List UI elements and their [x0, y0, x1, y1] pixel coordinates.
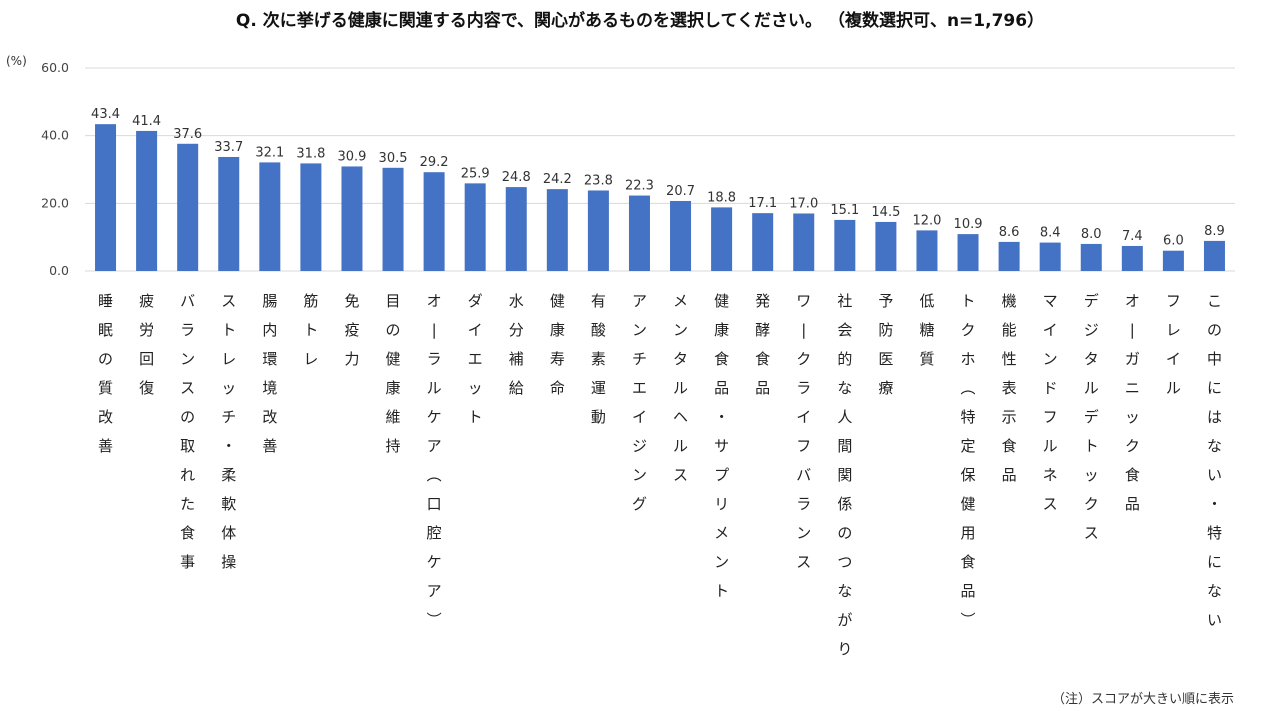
bar — [628, 195, 650, 271]
value-label: 29.2 — [420, 155, 449, 170]
value-label: 6.0 — [1163, 234, 1184, 249]
bar — [957, 234, 979, 271]
value-label: 8.0 — [1081, 227, 1102, 242]
bar — [259, 162, 281, 271]
y-tick-label: 60.0 — [41, 60, 69, 75]
bar — [136, 130, 158, 271]
value-label: 32.1 — [255, 145, 284, 160]
value-label: 30.5 — [379, 151, 408, 166]
bar — [1039, 242, 1061, 271]
value-label: 33.7 — [214, 140, 243, 155]
bar — [546, 189, 568, 271]
bar — [793, 213, 815, 271]
value-label: 8.4 — [1040, 226, 1061, 241]
bar — [1162, 250, 1184, 271]
category-label: 睡眠の質改善 — [98, 292, 113, 455]
y-axis-unit-label: (%) — [6, 54, 27, 68]
category-label: ストレッチ・柔軟体操 — [221, 292, 236, 571]
value-label: 7.4 — [1122, 229, 1143, 244]
bar — [423, 172, 445, 271]
bar — [218, 156, 240, 271]
bar — [752, 213, 774, 271]
value-label: 12.0 — [912, 213, 941, 228]
category-label: この中にはない・特にない — [1207, 292, 1222, 629]
category-label: マインドフルネス — [1043, 292, 1058, 513]
value-label: 17.0 — [789, 196, 818, 211]
category-label: オ|ラルケア︵口腔ケア︶ — [427, 292, 442, 629]
value-label: 8.6 — [999, 225, 1020, 240]
bar — [670, 200, 692, 271]
category-label: ダイエット — [468, 292, 483, 426]
category-label: 水分補給 — [509, 292, 524, 397]
bar — [834, 219, 856, 271]
value-label: 31.8 — [296, 146, 325, 161]
value-label: 25.9 — [461, 166, 490, 181]
bar — [998, 241, 1020, 271]
category-label: 腸内環境改善 — [262, 292, 277, 455]
value-label: 17.1 — [748, 196, 777, 211]
bar — [916, 230, 938, 271]
category-label: 目の健康維持 — [386, 292, 401, 455]
value-label: 37.6 — [173, 127, 202, 142]
category-label: フレイル — [1166, 292, 1181, 397]
chart-title: Q. 次に挙げる健康に関連する内容で、関心があるものを選択してください。 （複数… — [235, 11, 1045, 31]
bar — [1121, 245, 1143, 271]
category-label: 有酸素運動 — [591, 292, 606, 426]
category-label: 筋トレ — [303, 292, 318, 368]
category-label: 健康寿命 — [550, 292, 565, 397]
bar — [300, 163, 322, 271]
bar — [341, 166, 363, 271]
value-label: 24.2 — [543, 172, 572, 187]
bar — [505, 187, 527, 271]
bar — [382, 167, 404, 271]
category-label: トクホ︵特定保健用食品︶ — [961, 292, 976, 629]
bar — [587, 190, 609, 271]
category-label: アンチエイジング — [632, 292, 647, 513]
y-tick-label: 20.0 — [41, 195, 69, 210]
category-label: バランスの取れた食事 — [180, 292, 195, 571]
bar — [464, 183, 486, 271]
category-label: メンタルヘルス — [673, 292, 688, 484]
value-label: 10.9 — [954, 217, 983, 232]
value-label: 41.4 — [132, 114, 161, 129]
category-label: 健康食品・サプリメント — [714, 292, 729, 600]
bar — [177, 143, 199, 271]
category-label: 社会的な人間関係のつながり — [837, 292, 852, 658]
value-label: 22.3 — [625, 179, 654, 194]
bar — [1203, 240, 1225, 271]
category-label: 予防医療 — [878, 292, 893, 397]
value-label: 24.8 — [502, 170, 531, 185]
value-label: 43.4 — [91, 107, 120, 122]
bar — [95, 124, 117, 271]
value-label: 20.7 — [666, 184, 695, 199]
category-label: 低糖質 — [919, 292, 934, 368]
category-label: ワ|クライフバランス — [796, 292, 811, 571]
category-label: デジタルデトックス — [1084, 292, 1099, 542]
category-label: オ|ガニック食品 — [1125, 292, 1140, 513]
value-label: 8.9 — [1204, 224, 1225, 239]
bar — [1080, 243, 1102, 271]
category-label: 機能性表示食品 — [1002, 292, 1017, 484]
value-label: 30.9 — [337, 149, 366, 164]
value-label: 18.8 — [707, 190, 736, 205]
footnote: （注）スコアが大きい順に表示 — [1051, 692, 1234, 707]
bar — [711, 207, 733, 271]
value-label: 14.5 — [871, 205, 900, 220]
category-label: 発酵食品 — [755, 292, 770, 397]
value-label: 23.8 — [584, 173, 613, 188]
y-tick-label: 40.0 — [41, 128, 69, 143]
category-label: 免疫力 — [344, 292, 359, 368]
bar — [875, 221, 897, 271]
y-tick-label: 0.0 — [49, 263, 69, 278]
category-label: 疲労回復 — [139, 292, 154, 397]
value-label: 15.1 — [830, 203, 859, 218]
